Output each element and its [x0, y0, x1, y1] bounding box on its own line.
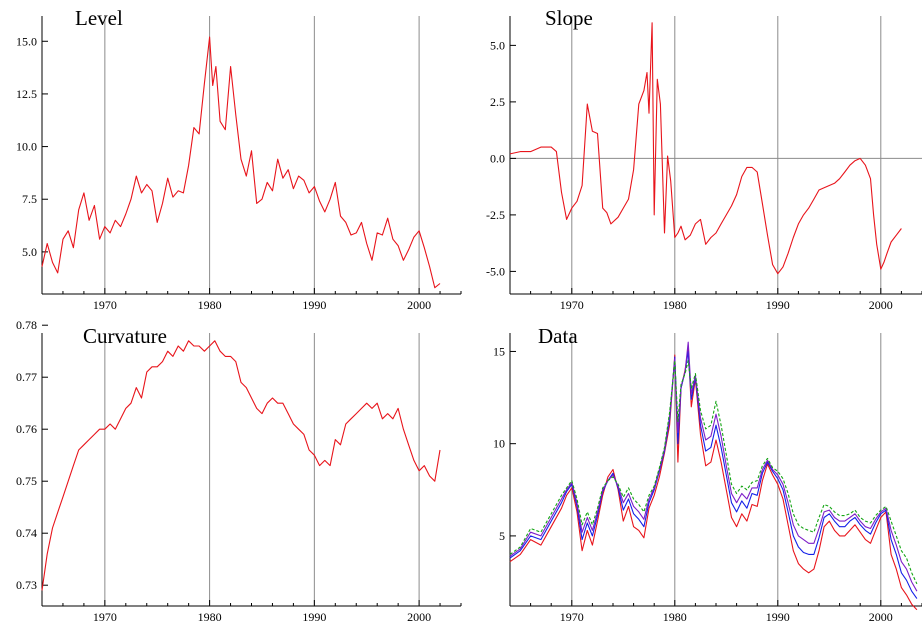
x-tick-label: 1990 [766, 298, 790, 312]
y-tick-label: 7.5 [22, 192, 37, 206]
y-tick-label: 15 [493, 344, 505, 358]
y-tick-label: 5 [499, 529, 505, 543]
series-line-4 [509, 360, 918, 585]
panel-title: Slope [545, 6, 593, 30]
y-tick-label: 0.0 [490, 151, 505, 165]
x-tick-label: 1970 [560, 298, 584, 312]
y-tick-label: 5.0 [490, 38, 505, 52]
y-tick-label: 2.5 [490, 95, 505, 109]
y-tick-label: 0.74 [16, 526, 37, 540]
x-tick-label: 2000 [407, 610, 431, 624]
panel-title: Data [538, 324, 578, 348]
y-tick-label: 5.0 [22, 245, 37, 259]
x-tick-label: 2000 [407, 298, 431, 312]
y-tick-label: 12.5 [16, 87, 37, 101]
y-tick-label: 15.0 [16, 34, 37, 48]
series-line-1 [509, 347, 918, 611]
chart-panel-2: 1970 1980 1990 2000 -5.0 -2.5 0.0 2.5 5.0 Slope [486, 6, 922, 312]
y-tick-label: -2.5 [486, 208, 505, 222]
x-tick-label: 1970 [93, 298, 117, 312]
x-tick-label: 1980 [663, 610, 687, 624]
y-tick-label: 10 [493, 437, 505, 451]
x-tick-label: 1980 [198, 610, 222, 624]
series-line-1 [41, 340, 441, 591]
x-tick-label: 1970 [560, 610, 584, 624]
x-tick-label: 1970 [93, 610, 117, 624]
y-tick-label: 0.78 [16, 318, 37, 332]
x-tick-label: 1990 [766, 610, 790, 624]
y-tick-label: 0.77 [16, 370, 37, 384]
chart-panel-4: 1970 1980 1990 2000 5 10 15 Data [493, 324, 922, 624]
x-tick-label: 1990 [302, 610, 326, 624]
x-tick-label: 1990 [302, 298, 326, 312]
x-tick-label: 1980 [198, 298, 222, 312]
x-tick-label: 2000 [869, 298, 893, 312]
series-line-2 [509, 350, 918, 599]
y-tick-label: 0.76 [16, 422, 37, 436]
y-tick-label: 10.0 [16, 140, 37, 154]
chart-panel-1: 1970 1980 1990 2000 5.0 7.5 10.0 12.5 15.0 Level [16, 6, 462, 312]
panel-title: Curvature [83, 324, 167, 348]
series-line-3 [509, 341, 918, 592]
panel-title: Level [75, 6, 123, 30]
y-tick-label: -5.0 [486, 264, 505, 278]
x-tick-label: 1980 [663, 298, 687, 312]
series-line-1 [41, 36, 441, 289]
series-line-1 [509, 22, 902, 275]
chart-panel-3: 1970 1980 1990 2000 0.73 0.74 0.75 0.76 0.77 0.78… [16, 318, 462, 624]
x-tick-label: 2000 [869, 610, 893, 624]
y-tick-label: 0.75 [16, 474, 37, 488]
y-tick-label: 0.73 [16, 578, 37, 592]
